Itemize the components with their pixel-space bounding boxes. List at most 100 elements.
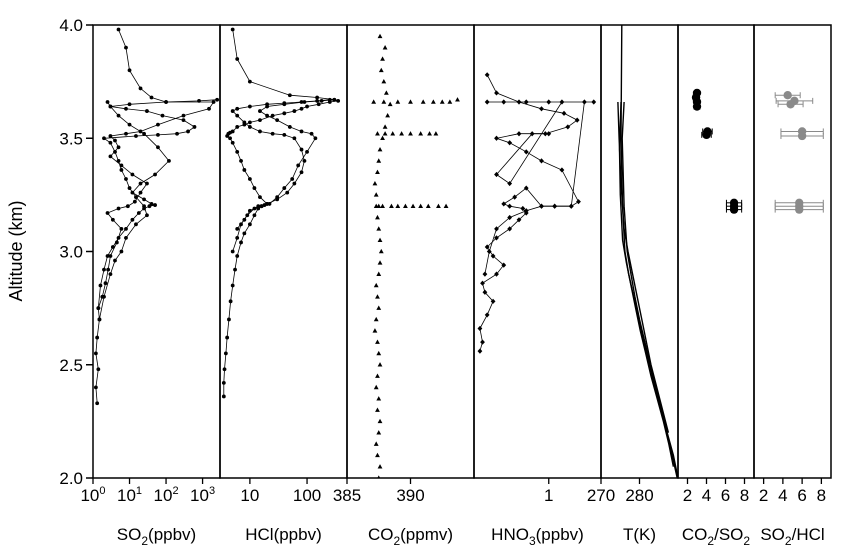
data-point (235, 113, 240, 118)
data-point (797, 131, 807, 141)
data-point (108, 254, 113, 258)
data-point (383, 90, 389, 95)
data-point (239, 240, 243, 245)
x-tick-label: 4 (778, 486, 787, 505)
x-tick-label: 2 (683, 486, 692, 505)
data-point (116, 206, 121, 211)
data-point (227, 317, 231, 322)
data-point (381, 99, 387, 104)
data-point (149, 95, 154, 100)
data-point (265, 113, 269, 118)
x-tick-label: 385 (333, 486, 361, 505)
panel-6-marks (691, 88, 743, 214)
data-point (138, 86, 143, 91)
profile-line (232, 99, 330, 230)
x-tick-label: 1 (544, 486, 553, 505)
data-point (153, 203, 157, 207)
data-point (230, 27, 235, 32)
data-point (228, 136, 232, 141)
x-tick-label: 10 (240, 486, 259, 505)
data-point (373, 316, 379, 322)
data-point (145, 213, 149, 218)
data-point (292, 109, 297, 113)
x-tick-label: 100 (80, 485, 105, 505)
data-point (377, 464, 383, 469)
data-point (520, 205, 526, 212)
data-point (376, 430, 382, 435)
data-point (93, 351, 98, 356)
panel-label: HCl(ppbv) (245, 525, 322, 544)
panel-5: 270 280 T(K) (587, 24, 679, 544)
data-point (378, 248, 384, 254)
data-point (138, 190, 143, 195)
data-point (315, 95, 320, 100)
data-point (215, 97, 220, 102)
data-point (105, 211, 110, 215)
data-point (477, 348, 483, 354)
data-point (95, 401, 100, 406)
data-point (235, 149, 240, 154)
x-tick-label: 390 (396, 486, 424, 505)
panel-label: SO2/HCl (760, 525, 824, 548)
data-point (380, 135, 385, 141)
data-point (305, 104, 309, 109)
data-point (377, 237, 383, 242)
data-point (96, 306, 101, 311)
panel-frame (677, 24, 755, 479)
data-point (282, 186, 287, 190)
data-point (160, 113, 165, 118)
data-point (235, 125, 240, 129)
data-point (319, 98, 324, 103)
data-point (164, 100, 168, 104)
data-point (230, 283, 235, 288)
data-point (490, 298, 496, 304)
data-point (418, 131, 424, 136)
data-point (477, 325, 483, 332)
data-point (245, 213, 250, 218)
data-point (124, 236, 128, 240)
panel-frame (92, 24, 221, 479)
data-point (282, 102, 287, 107)
data-point (377, 418, 383, 424)
data-point (376, 226, 382, 231)
data-point (105, 254, 110, 258)
data-point (110, 245, 115, 249)
panel-frame (600, 24, 679, 479)
data-point (186, 129, 190, 134)
data-point (136, 211, 141, 215)
data-point (484, 312, 490, 318)
data-point (494, 90, 499, 96)
data-point (302, 159, 307, 163)
data-point (235, 106, 240, 111)
panel-frame (473, 24, 602, 479)
temperature-profile-line (620, 25, 678, 478)
data-point (119, 168, 124, 172)
data-point (247, 222, 252, 227)
panel-3-marks (371, 33, 460, 478)
data-point (130, 190, 135, 195)
panel-6: 2 4 6 8 CO2/SO2 (677, 24, 755, 548)
data-point (235, 226, 240, 231)
data-point (480, 339, 485, 345)
data-point (102, 267, 106, 272)
x-tick-label: 270 (587, 486, 615, 505)
data-point (523, 149, 529, 155)
data-point (375, 131, 380, 136)
data-point (142, 197, 146, 202)
data-point (113, 149, 117, 154)
data-point (382, 124, 388, 129)
data-point (786, 100, 795, 109)
data-point (507, 140, 513, 146)
data-point (142, 131, 146, 136)
data-point (375, 339, 380, 344)
data-point (235, 57, 240, 61)
data-point (192, 125, 197, 129)
data-point (125, 204, 130, 209)
data-point (130, 172, 135, 177)
data-point (113, 258, 117, 263)
data-point (373, 203, 379, 208)
data-point (395, 203, 401, 208)
data-point (270, 113, 275, 118)
data-point (305, 149, 309, 154)
